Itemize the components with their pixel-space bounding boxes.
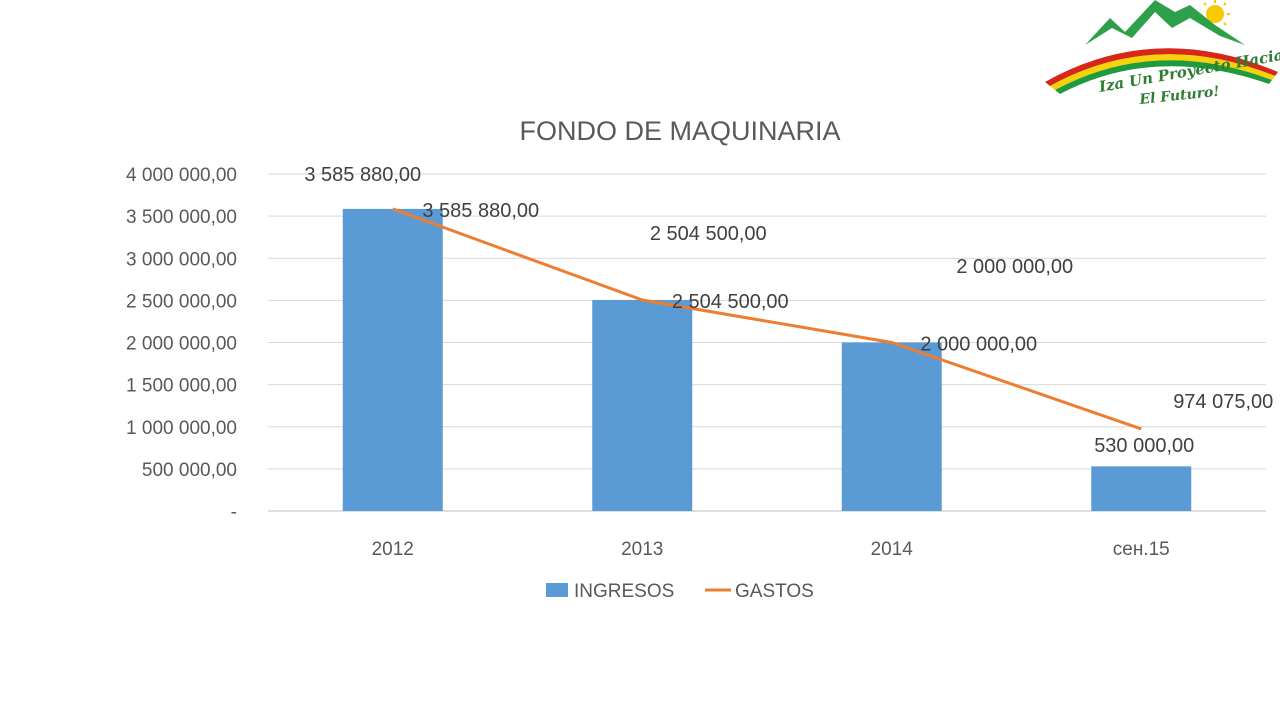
y-tick-label: 1 500 000,00 <box>126 376 237 397</box>
data-label-gastos: 974 075,00 <box>1173 391 1273 413</box>
legend-swatch-ingresos <box>546 583 568 597</box>
tricolor-arc-red <box>1045 48 1278 86</box>
y-tick-label: 2 000 000,00 <box>126 334 237 355</box>
legend-label-gastos: GASTOS <box>735 581 814 602</box>
y-tick-label: 3 500 000,00 <box>126 207 237 228</box>
y-tick-label: 1 000 000,00 <box>126 418 237 439</box>
y-tick-label: 500 000,00 <box>142 460 237 481</box>
sun-icon <box>1206 5 1224 23</box>
x-axis: 2012 2013 2014 сен.15 <box>372 539 1170 560</box>
chart-title: FONDO DE MAQUINARIA <box>519 116 840 146</box>
y-tick-label: - <box>231 502 237 523</box>
data-label-gastos: 2 000 000,00 <box>920 334 1037 356</box>
bar-ingresos <box>342 208 443 512</box>
y-tick-label: 3 000 000,00 <box>126 249 237 270</box>
bar-ingresos <box>841 342 942 511</box>
line-series <box>392 207 1142 431</box>
legend-label-ingresos: INGRESOS <box>574 581 674 602</box>
bar-series <box>342 208 1192 512</box>
data-label-ingresos: 2 000 000,00 <box>956 256 1073 278</box>
x-tick-label: 2012 <box>372 539 414 560</box>
data-labels: 3 585 880,00 2 504 500,00 2 000 000,00 530 … <box>304 164 1273 457</box>
x-tick-label: 2013 <box>621 539 663 560</box>
data-label-ingresos: 2 504 500,00 <box>650 223 767 245</box>
y-axis: - 500 000,00 1 000 000,00 1 500 000,00 2 000… <box>126 165 237 523</box>
data-label-gastos: 3 585 880,00 <box>422 200 539 222</box>
tricolor-arc-yellow <box>1050 54 1275 90</box>
y-tick-label: 2 500 000,00 <box>126 291 237 312</box>
y-tick-label: 4 000 000,00 <box>126 165 237 186</box>
bar-ingresos <box>592 299 693 511</box>
x-tick-label: сен.15 <box>1113 539 1170 560</box>
x-tick-label: 2014 <box>871 539 914 560</box>
data-label-ingresos: 3 585 880,00 <box>304 164 421 186</box>
line-gastos <box>392 207 1142 431</box>
logo: Iza Un Proyecto Hacia El Futuro! <box>1045 0 1280 108</box>
logo-line-2: El Futuro! <box>1138 84 1220 108</box>
tricolor-arc-green <box>1055 60 1272 94</box>
sun-rays-icon <box>1203 0 1230 26</box>
data-label-gastos: 2 504 500,00 <box>672 291 789 313</box>
legend: INGRESOS GASTOS <box>546 581 814 602</box>
mountain-icon <box>1085 0 1245 45</box>
data-label-ingresos: 530 000,00 <box>1094 435 1194 457</box>
bar-ingresos <box>1091 466 1192 511</box>
